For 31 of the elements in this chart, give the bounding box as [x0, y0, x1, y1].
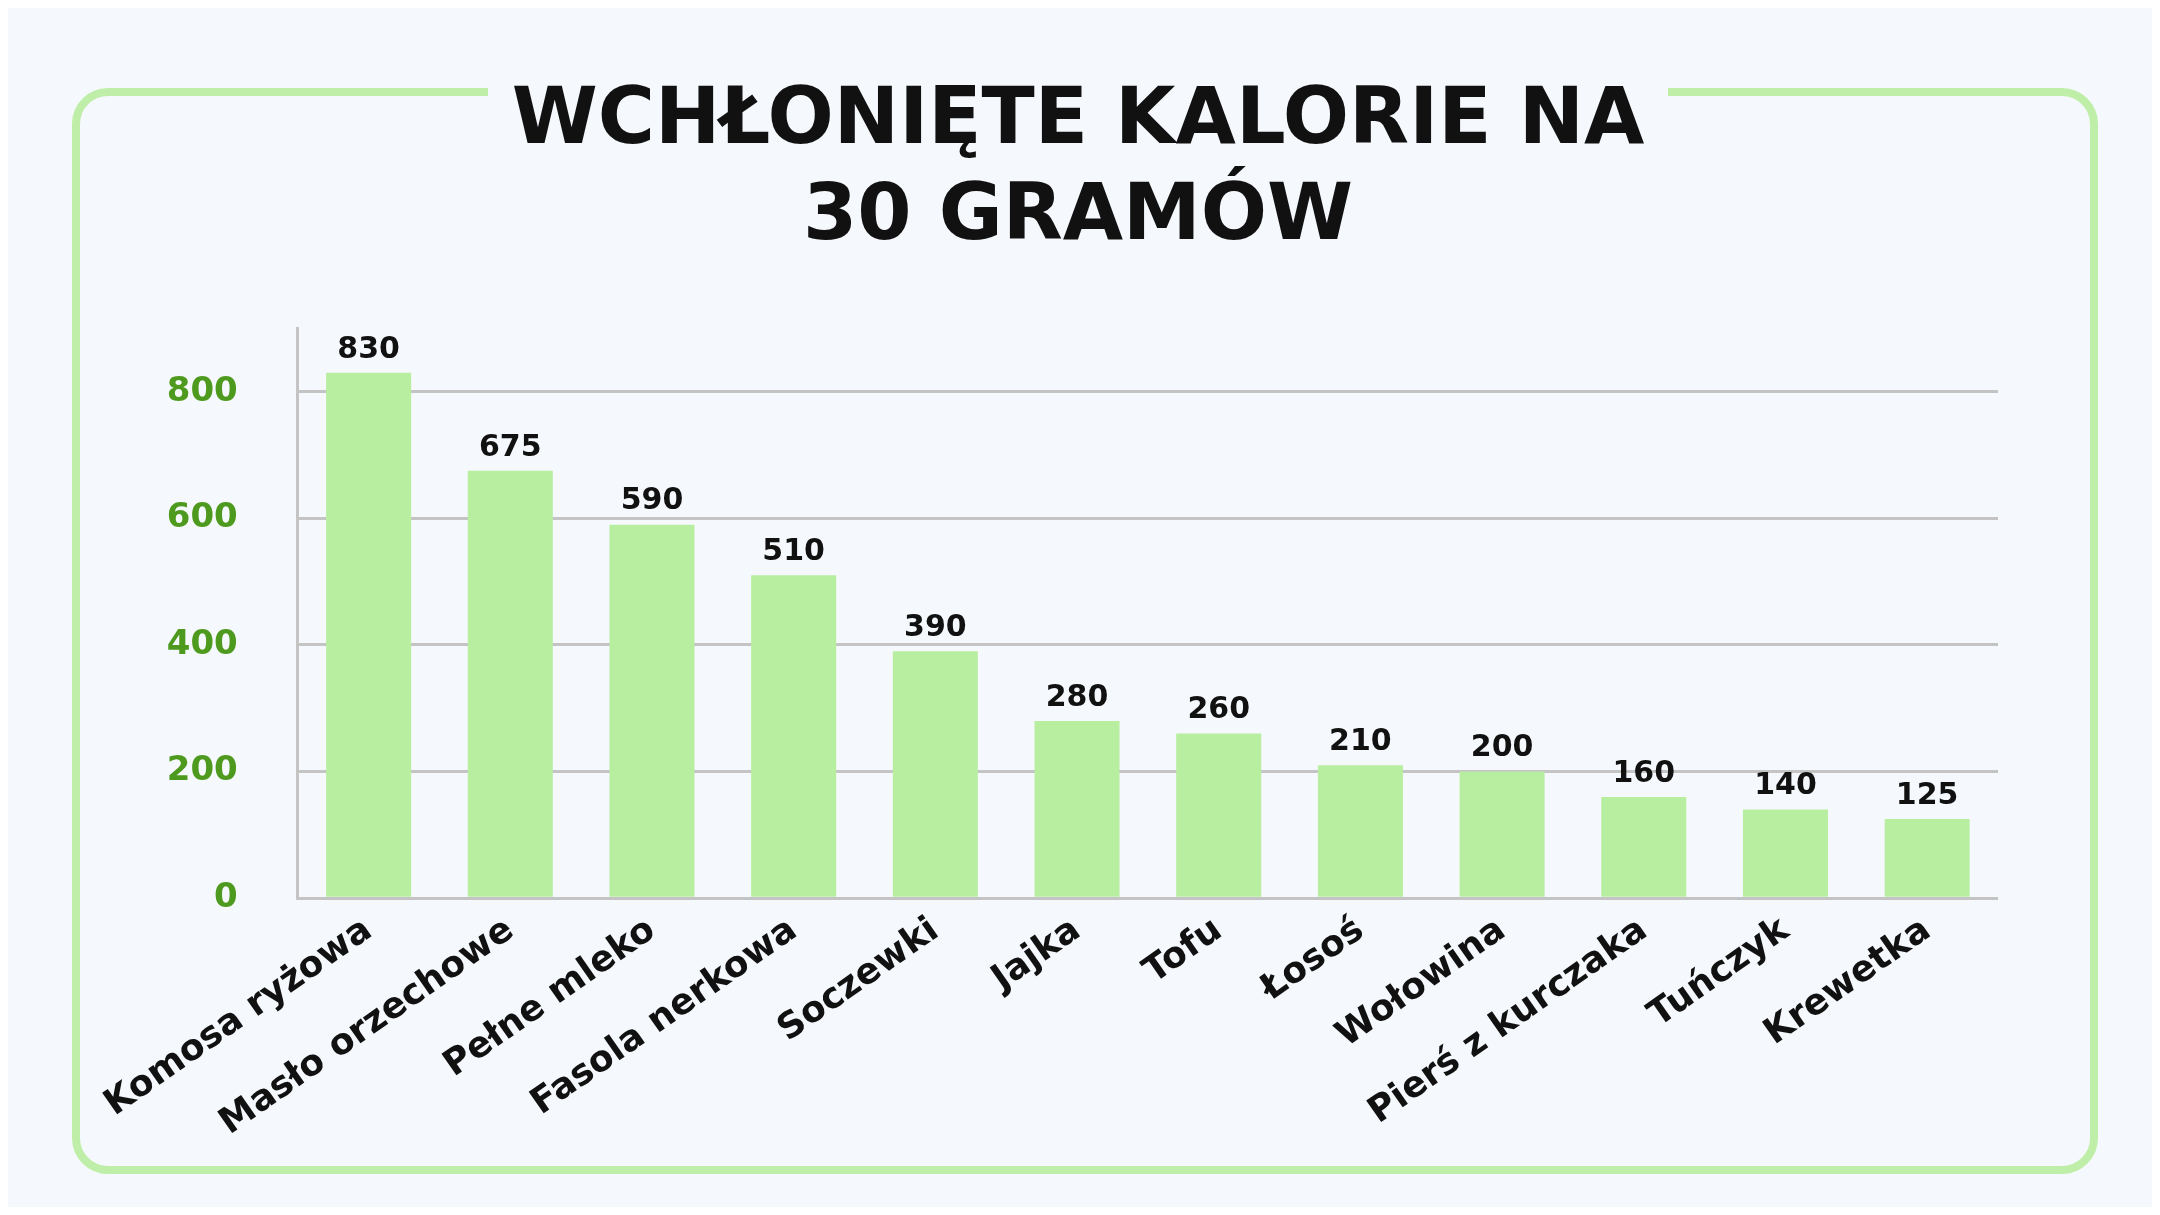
data-label: 140	[1754, 766, 1817, 802]
y-tick-label: 600	[166, 495, 238, 536]
bar	[609, 524, 695, 897]
data-label: 510	[762, 532, 825, 568]
y-tick-label: 200	[166, 748, 238, 789]
data-label: 590	[620, 481, 684, 517]
bar	[326, 372, 412, 897]
bar	[751, 575, 837, 897]
bar	[1176, 733, 1262, 897]
x-tick-label: Tofu	[1134, 907, 1229, 991]
y-tick-label: 0	[214, 875, 238, 916]
chart-title: WCHŁONIĘTE KALORIE NA 30 GRAMÓW	[488, 68, 1668, 260]
data-label: 160	[1612, 753, 1676, 789]
bar	[1884, 819, 1970, 897]
bar	[467, 470, 553, 897]
bar	[1034, 720, 1120, 897]
y-tick-label: 800	[166, 368, 238, 409]
bar	[1601, 796, 1687, 897]
data-label: 390	[904, 608, 967, 644]
bar	[1317, 765, 1403, 897]
data-label: 280	[1045, 677, 1109, 713]
data-label: 200	[1470, 728, 1534, 764]
bar	[892, 651, 978, 897]
data-label: 210	[1329, 722, 1392, 758]
data-label: 830	[337, 329, 400, 365]
y-tick-label: 400	[166, 621, 238, 662]
bar	[1742, 809, 1828, 897]
data-label: 675	[478, 427, 542, 463]
data-label: 260	[1187, 690, 1251, 726]
bar	[1459, 771, 1545, 897]
data-label: 125	[1895, 775, 1959, 811]
